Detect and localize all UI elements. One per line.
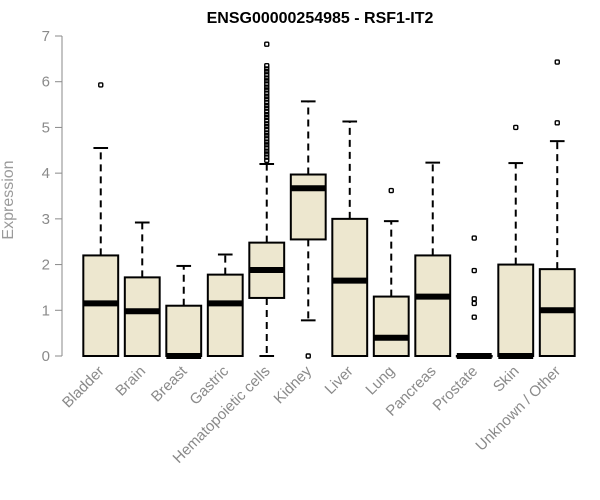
outlier-point	[264, 157, 270, 164]
y-tick-label: 4	[42, 165, 50, 182]
outlier-point	[305, 353, 311, 359]
y-tick-label: 5	[42, 119, 50, 136]
outlier-point	[264, 108, 270, 115]
outlier-point	[264, 114, 270, 121]
outlier-point	[264, 66, 270, 72]
outlier-point	[554, 59, 560, 65]
x-category-label: Liver	[322, 363, 357, 398]
outlier-point	[471, 300, 477, 307]
box-unknown-other	[538, 59, 576, 357]
x-category-label: Brain	[112, 363, 149, 400]
outlier-point	[264, 99, 270, 105]
box-kidney	[289, 100, 327, 359]
outlier-point	[264, 102, 270, 109]
box-liver	[331, 120, 369, 357]
outlier-point	[264, 90, 270, 96]
outlier-point	[471, 296, 477, 302]
outlier-point	[264, 154, 270, 160]
outlier-point	[264, 123, 270, 130]
outlier-point	[264, 41, 270, 47]
outlier-point	[388, 187, 394, 194]
box-body	[123, 276, 161, 357]
box-body	[165, 304, 203, 358]
outlier-point	[264, 132, 270, 139]
y-axis: 0 1 2 3 4 5 6 7	[42, 28, 63, 365]
outlier-point	[264, 136, 270, 142]
x-category-label: Skin	[490, 363, 523, 396]
outlier-point	[264, 68, 270, 75]
box-lung	[372, 187, 410, 358]
box-series	[82, 41, 576, 359]
outlier-point	[471, 235, 477, 241]
y-axis-label: Expression	[0, 160, 17, 239]
outlier-point	[264, 72, 270, 78]
box-bladder	[82, 82, 120, 357]
box-body	[414, 254, 452, 357]
y-tick-label: 1	[42, 302, 50, 319]
box-breast	[165, 264, 203, 359]
outlier-point	[264, 145, 270, 151]
outlier-point	[264, 105, 270, 111]
outlier-point	[264, 63, 270, 69]
outlier-point	[264, 84, 270, 90]
outlier-point	[264, 81, 270, 87]
y-tick-label: 0	[42, 348, 50, 365]
outlier-point	[98, 82, 104, 88]
y-tick-label: 3	[42, 211, 50, 228]
box-body	[289, 173, 327, 241]
box-body	[497, 263, 535, 358]
outlier-point	[264, 93, 270, 100]
outlier-point	[264, 139, 270, 145]
x-category-label: Prostate	[430, 363, 482, 415]
outlier-point	[264, 96, 270, 102]
chart-title: ENSG00000254985 - RSF1-IT2	[207, 10, 434, 27]
outlier-point	[264, 151, 270, 157]
box-pancreas	[414, 161, 452, 357]
y-tick-label: 2	[42, 257, 50, 274]
y-tick-label: 7	[42, 28, 50, 45]
box-hematopoietic-cells	[248, 41, 286, 357]
outlier-point	[264, 142, 270, 148]
outlier-point	[264, 87, 270, 93]
outlier-point	[471, 314, 477, 320]
box-body	[206, 273, 244, 357]
outlier-point	[264, 127, 270, 133]
outlier-point	[264, 75, 270, 81]
box-skin	[497, 124, 535, 359]
box-body	[372, 295, 410, 358]
box-body	[331, 217, 369, 357]
x-category-label: Bladder	[59, 363, 108, 412]
x-category-label: Lung	[362, 363, 398, 399]
x-category-label: Kidney	[271, 362, 316, 407]
y-tick-label: 6	[42, 74, 50, 91]
outlier-point	[264, 78, 270, 84]
outlier-point	[264, 111, 270, 118]
outlier-point	[264, 121, 270, 127]
box-prostate	[455, 235, 493, 359]
outlier-point	[471, 267, 477, 274]
outlier-point	[513, 124, 519, 131]
outlier-point	[264, 117, 270, 124]
outlier-point	[264, 130, 270, 136]
box-brain	[123, 221, 161, 357]
outlier-point	[264, 148, 270, 154]
box-gastric	[206, 253, 244, 357]
x-category-label: Breast	[148, 362, 191, 405]
outlier-point	[554, 120, 560, 126]
